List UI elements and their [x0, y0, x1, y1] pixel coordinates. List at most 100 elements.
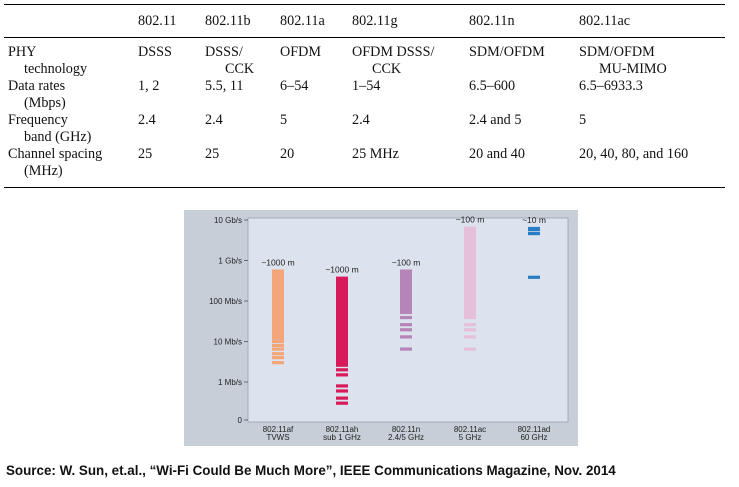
header-cell: 802.11ac	[575, 4, 725, 38]
rate-stripe	[272, 336, 284, 340]
x-category-label: TVWS	[266, 433, 289, 442]
table-cell: 20	[276, 146, 348, 188]
table-cell: SDM/OFDM	[469, 44, 545, 60]
x-category-label: 60 GHz	[520, 433, 547, 442]
x-category-label: 5 GHz	[459, 433, 482, 442]
x-category-label: sub 1 GHz	[323, 433, 361, 442]
rate-stripe	[336, 361, 348, 365]
rate-stripe	[272, 331, 284, 335]
header-cell: 802.11g	[348, 4, 465, 38]
rate-stripe	[272, 339, 284, 344]
table-cell: 6–54	[280, 78, 309, 94]
header-cell: 802.11	[134, 4, 201, 38]
x-category-label: 802.11n	[392, 425, 420, 434]
plot-area	[247, 217, 569, 423]
table-cell: 5	[579, 112, 587, 128]
row-label: Data rates (Mbps)	[8, 78, 66, 111]
table-cell: OFDM DSSS/CCK	[352, 44, 435, 77]
rate-stripe	[272, 352, 284, 356]
rate-range-bar	[464, 226, 476, 318]
x-category-label: 802.11ah	[326, 425, 359, 434]
table-row: Frequency band (GHz) 2.4 2.4 5 2.4 2.4 an…	[4, 112, 725, 146]
table-cell: 25	[134, 146, 201, 188]
table-cell: 25 MHz	[348, 146, 465, 188]
table-cell: 6.5–600	[469, 78, 516, 94]
rate-stripe	[464, 328, 476, 332]
y-tick-label: 100 Mb/s	[209, 297, 242, 306]
table-cell: 20 and 40	[465, 146, 575, 188]
header-cell	[4, 4, 134, 38]
table-cell: 5	[280, 112, 288, 128]
table-cell: 2.4 and 5	[469, 112, 522, 128]
table-row: Channel spacing (MHz) 25 25 20 25 MHz 20 …	[4, 146, 725, 188]
rate-stripe	[272, 361, 284, 365]
row-label: Frequency band (GHz)	[8, 112, 92, 145]
rate-stripe	[336, 389, 348, 393]
rate-stripe	[272, 356, 284, 360]
rate-stripe	[336, 363, 348, 367]
rate-range-bar	[336, 276, 348, 364]
rate-stripe	[464, 335, 476, 339]
table-cell: OFDM	[280, 44, 321, 60]
y-tick-label: 1 Gb/s	[218, 257, 242, 266]
rate-stripe	[272, 343, 284, 348]
range-label: ~1000 m	[325, 265, 358, 275]
rate-stripe	[272, 328, 284, 332]
table-cell: 1, 2	[138, 78, 160, 94]
rate-stripe	[336, 384, 348, 388]
rate-stripe	[464, 323, 476, 327]
x-category-label: 802.11af	[263, 425, 294, 434]
data-rate-figure: 0 1 Mb/s 10 Mb/s 100 Mb/s 1 Gb/s 10 Gb/s ~100…	[184, 210, 578, 446]
rate-stripe	[400, 315, 412, 320]
table-header-row: 802.11 802.11b 802.11a 802.11g 802.11n 8…	[4, 4, 725, 38]
rate-stripe	[464, 315, 476, 320]
rate-stripe	[336, 368, 348, 372]
wifi-standards-table: 802.11 802.11b 802.11a 802.11g 802.11n 8…	[4, 4, 725, 188]
table-row: Data rates (Mbps) 1, 2 5.5, 11 6–54 1–54 …	[4, 78, 725, 112]
rate-stripe	[400, 310, 412, 315]
rate-stripe	[528, 228, 540, 232]
header-cell: 802.11b	[201, 4, 276, 38]
row-label: Channel spacing (MHz)	[4, 146, 134, 188]
range-label: ~10 m	[522, 215, 546, 225]
rate-stripe	[528, 231, 540, 236]
header-cell: 802.11n	[465, 4, 575, 38]
table-cell: DSSS	[138, 44, 172, 60]
y-tick-label: 10 Gb/s	[214, 216, 242, 225]
table-cell: 1–54	[352, 78, 381, 94]
table-cell: 2.4	[138, 112, 156, 128]
rate-stripe	[336, 373, 348, 377]
rate-stripe	[400, 323, 412, 327]
table-cell: SDM/OFDM MU-MIMO	[579, 44, 667, 77]
x-category-label: 802.11ad	[518, 425, 551, 434]
rate-stripe	[400, 335, 412, 339]
range-label: ~1000 m	[261, 257, 294, 267]
table-row: PHY technology DSSS DSSS/CCK OFDM OFDM DS…	[4, 38, 725, 79]
table-cell: 2.4	[352, 112, 370, 128]
y-tick-label: 1 Mb/s	[218, 378, 242, 387]
rate-stripe	[272, 333, 284, 338]
rate-range-bar	[272, 269, 284, 331]
header-cell: 802.11a	[276, 4, 348, 38]
source-caption: Source: W. Sun, et.al., “Wi-Fi Could Be …	[6, 463, 616, 478]
range-label: ~100 m	[392, 257, 421, 267]
x-category-label: 802.11ac	[454, 425, 486, 434]
table-cell: 6.5–6933.3	[579, 78, 643, 94]
table-cell: DSSS/CCK	[205, 44, 255, 77]
table-cell: 2.4	[205, 112, 223, 128]
range-label: ~100 m	[456, 215, 485, 225]
y-tick-label: 0	[238, 416, 243, 425]
rate-stripe	[336, 396, 348, 400]
rate-stripe	[528, 275, 540, 279]
x-category-label: 2.4/5 GHz	[388, 433, 424, 442]
rate-range-bar	[400, 269, 412, 313]
y-tick-label: 10 Mb/s	[214, 338, 242, 347]
rate-stripe	[272, 347, 284, 351]
rate-stripe	[400, 328, 412, 332]
rate-stripe	[336, 401, 348, 405]
table-cell: 5.5, 11	[205, 78, 244, 94]
table-cell: 20, 40, 80, and 160	[575, 146, 725, 188]
rate-stripe	[400, 347, 412, 351]
table-cell: 25	[201, 146, 276, 188]
data-rate-chart: 0 1 Mb/s 10 Mb/s 100 Mb/s 1 Gb/s 10 Gb/s ~100…	[209, 215, 569, 442]
